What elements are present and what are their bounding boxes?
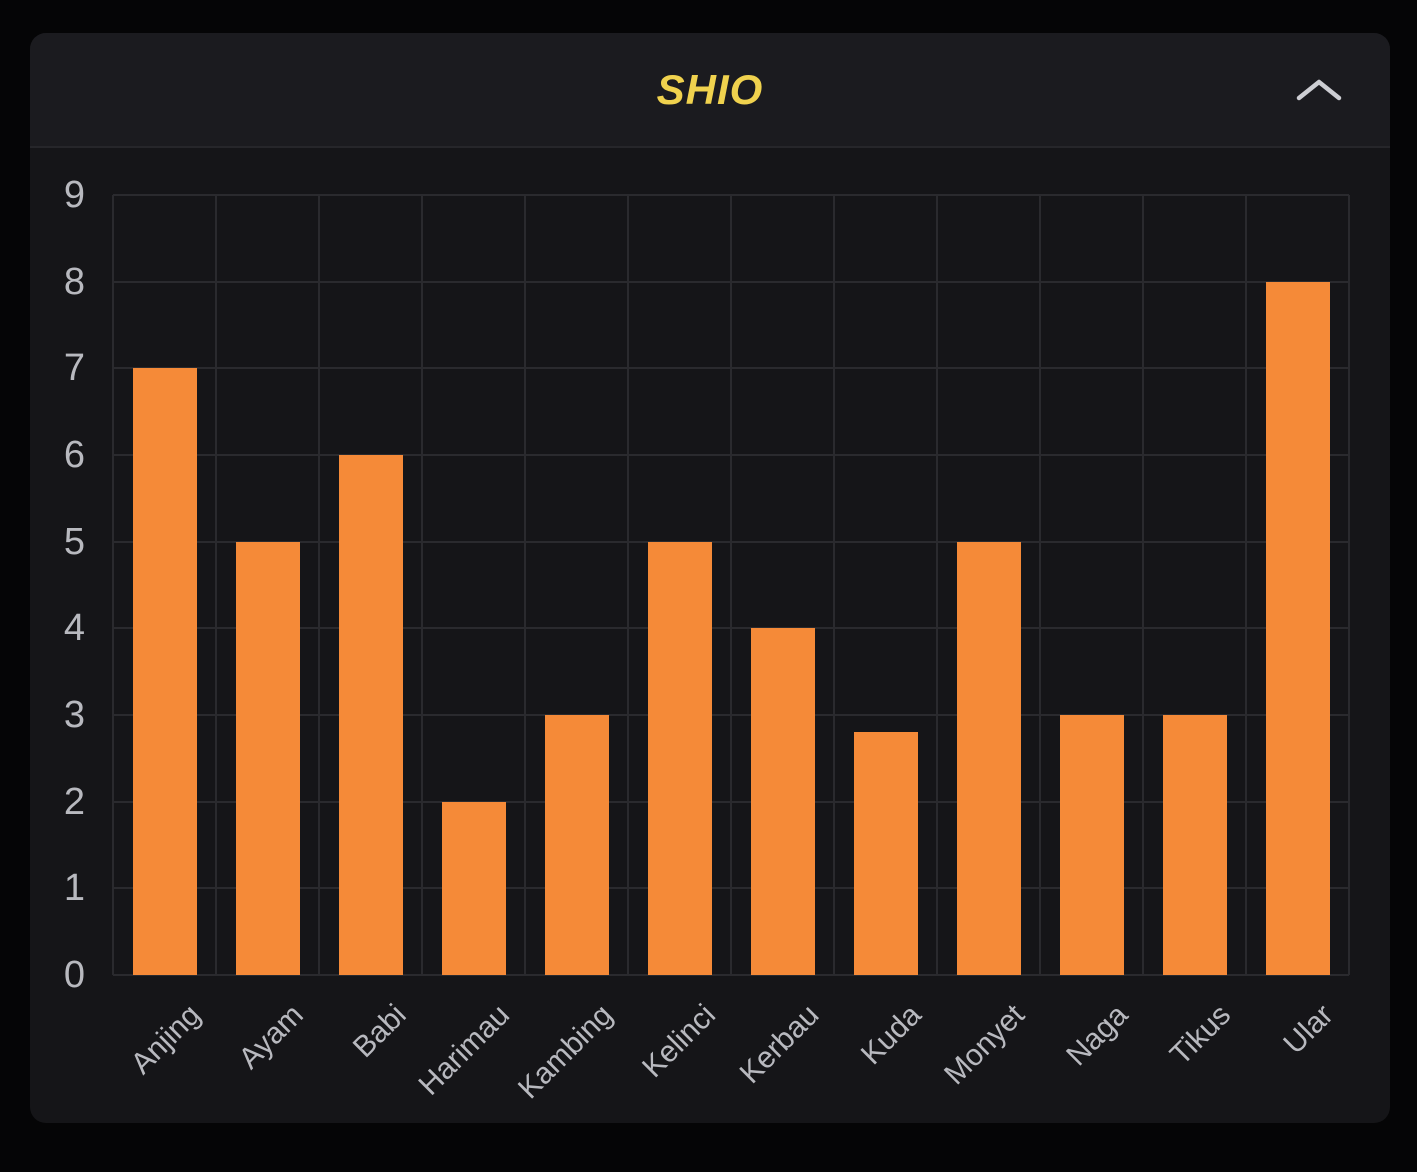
bar-naga[interactable] — [1059, 715, 1124, 975]
gridline-v — [730, 195, 732, 975]
gridline-v — [1039, 195, 1041, 975]
x-category-label: Kerbau — [733, 998, 826, 1091]
bar-monyet[interactable] — [956, 541, 1021, 975]
y-tick-label: 4 — [63, 607, 85, 650]
chart-title: SHIO — [656, 65, 764, 113]
bar-ayam[interactable] — [235, 541, 300, 975]
bar-anjing[interactable] — [132, 368, 197, 975]
gridline-v — [1348, 195, 1350, 975]
gridline-v — [421, 195, 423, 975]
y-tick-label: 0 — [63, 954, 85, 996]
gridline-v — [112, 195, 114, 975]
bar-ular[interactable] — [1265, 281, 1330, 975]
y-tick-label: 5 — [63, 520, 85, 563]
gridline-v — [1142, 195, 1144, 975]
y-tick-label: 3 — [63, 694, 85, 736]
bar-kuda[interactable] — [853, 732, 918, 975]
gridline-v — [215, 195, 217, 975]
gridline-v — [627, 195, 629, 975]
y-tick-label: 2 — [63, 780, 85, 823]
y-tick-label: 8 — [63, 260, 85, 303]
x-category-label: Kambing — [512, 998, 620, 1106]
x-category-label: Harimau — [412, 998, 517, 1102]
bar-babi[interactable] — [338, 455, 403, 975]
gridline-v — [833, 195, 835, 975]
bar-tikus[interactable] — [1162, 715, 1227, 975]
shio-chart-card: SHIO 0 1 2 3 4 5 6 7 8 9 Anjing Ayam Babi Harimau Kamb… — [30, 33, 1390, 1123]
gridline-v — [318, 195, 320, 975]
gridline-h — [113, 974, 1349, 976]
x-category-label: Naga — [1060, 998, 1135, 1073]
x-category-label: Ayam — [232, 998, 311, 1076]
x-category-label: Anjing — [124, 998, 208, 1081]
x-category-label: Ular — [1277, 998, 1341, 1061]
gridline-v — [936, 195, 938, 975]
x-category-label: Kelinci — [636, 998, 723, 1085]
bar-kerbau[interactable] — [750, 628, 815, 975]
bar-chart: 0 1 2 3 4 5 6 7 8 9 Anjing Ayam Babi Harimau Kambing Ke… — [30, 148, 1390, 1123]
x-category-label: Tikus — [1163, 998, 1238, 1072]
y-tick-label: 9 — [63, 174, 85, 216]
bar-harimau[interactable] — [441, 801, 506, 975]
chevron-up-icon — [1296, 79, 1342, 101]
y-tick-label: 1 — [63, 867, 85, 910]
x-category-label: Kuda — [855, 998, 929, 1072]
x-category-label: Monyet — [938, 998, 1032, 1092]
y-tick-label: 6 — [63, 434, 85, 476]
x-category-label: Babi — [347, 998, 414, 1065]
chart-card-header: SHIO — [30, 33, 1390, 148]
y-tick-label: 7 — [63, 347, 85, 390]
bar-kelinci[interactable] — [647, 541, 712, 975]
gridline-v — [524, 195, 526, 975]
gridline-v — [1245, 195, 1247, 975]
collapse-button[interactable] — [1290, 61, 1348, 119]
bar-kambing[interactable] — [544, 715, 609, 975]
